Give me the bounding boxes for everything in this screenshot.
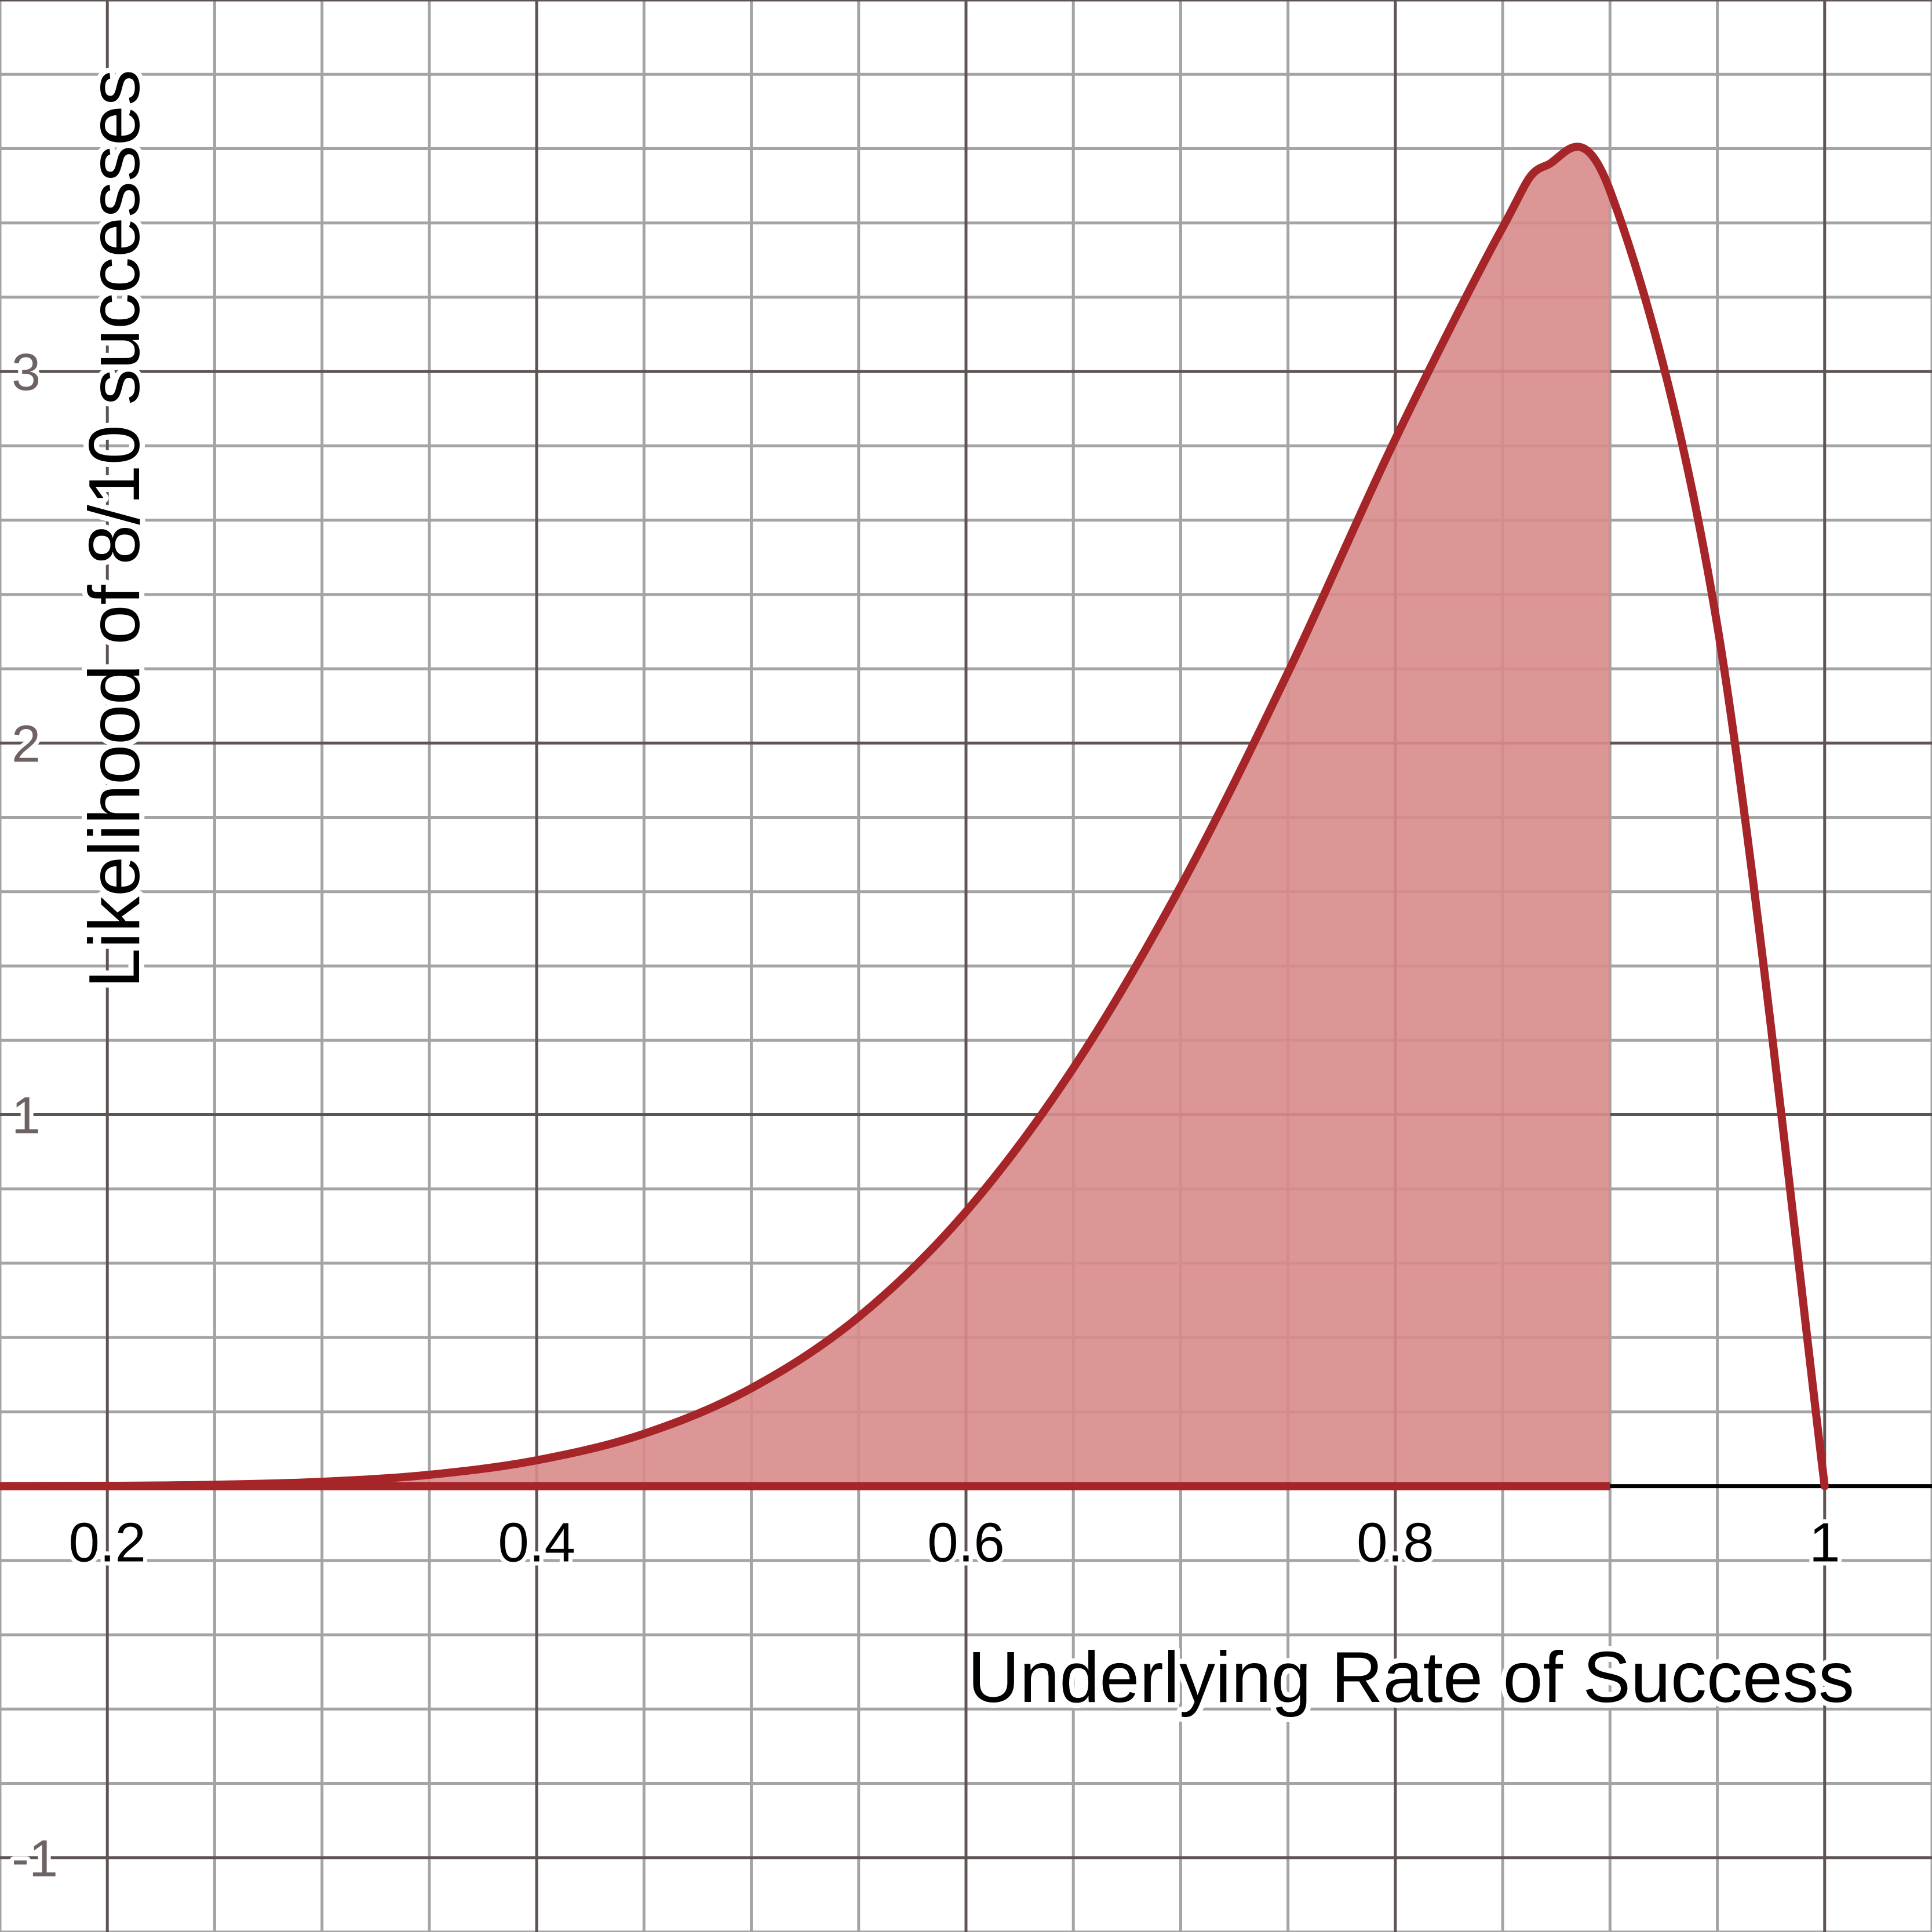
x-tick-label: 0.2 [68, 1512, 145, 1574]
x-axis-label: Underlying Rate of Success [968, 1638, 1854, 1718]
x-tick-label: 0.4 [498, 1512, 575, 1574]
likelihood-curve [0, 143, 1829, 1490]
x-tick-label: 0.6 [927, 1512, 1004, 1574]
y-tick-label: 1 [12, 1087, 41, 1144]
y-tick-label: 3 [12, 344, 41, 402]
y-tick-label: 2 [12, 715, 41, 773]
x-tick-label: 1 [1809, 1512, 1840, 1574]
y-axis-label: Likelihood of 8/10 successes [75, 70, 155, 988]
x-tick-label: 0.8 [1357, 1512, 1434, 1574]
shaded-area [0, 147, 1610, 1486]
y-tick-label: -1 [12, 1830, 58, 1888]
